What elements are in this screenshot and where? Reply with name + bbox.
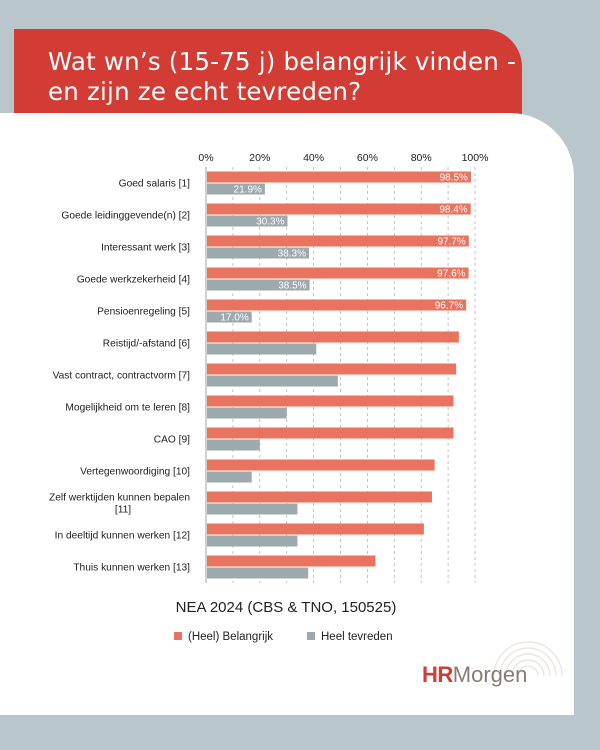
category-label: CAO [9] [154, 435, 190, 446]
data-label: 38.3% [278, 249, 306, 260]
x-tick-label: 40% [303, 152, 324, 164]
category-label: Zelf werktijden kunnen bepalen [49, 493, 190, 504]
bar-tevreden [207, 567, 309, 579]
bar-tevreden [207, 375, 338, 387]
x-tick-label: 0% [198, 152, 213, 164]
bar-tevreden [207, 535, 298, 547]
bar-belangrijk [207, 523, 424, 535]
bar-belangrijk [207, 203, 471, 215]
bar-belangrijk [207, 235, 469, 247]
category-label: Interessant werk [3] [101, 243, 190, 254]
legend-swatch [307, 632, 315, 640]
data-label: 21.9% [234, 185, 262, 196]
data-label: 96.7% [435, 301, 463, 312]
bar-tevreden [207, 471, 252, 483]
legend-swatch [174, 632, 182, 640]
category-label: Thuis kunnen werken [13] [73, 563, 190, 574]
logo-morgen-text: Morgen [452, 662, 528, 687]
data-label: 98.4% [439, 205, 467, 216]
category-label: Pensioenregeling [5] [97, 307, 190, 318]
bar-belangrijk [207, 267, 469, 279]
data-label: 97.6% [437, 269, 465, 280]
legend-label: Heel tevreden [321, 631, 393, 643]
data-label: 17.0% [220, 313, 248, 324]
bar-belangrijk [207, 299, 467, 311]
header-banner: Wat wn’s (15-75 j) belangrijk vinden - e… [14, 29, 522, 125]
category-label: [11] [115, 505, 131, 516]
bar-tevreden [207, 407, 287, 419]
category-label: Reistijd/-afstand [6] [103, 339, 190, 350]
logo-hr-text: HR [422, 662, 453, 687]
bar-belangrijk [207, 427, 454, 439]
data-label: 97.7% [437, 237, 465, 248]
x-tick-label: 60% [357, 152, 378, 164]
category-label: In deeltijd kunnen werken [12] [55, 531, 191, 542]
bar-tevreden [207, 247, 310, 259]
concentric-arcs-icon [493, 641, 563, 677]
data-label: 30.3% [256, 217, 284, 228]
page-title: Wat wn’s (15-75 j) belangrijk vinden - e… [48, 47, 517, 106]
bar-tevreden [207, 503, 298, 515]
bar-tevreden [207, 439, 260, 451]
bar-tevreden [207, 343, 317, 355]
bar-belangrijk [207, 459, 435, 471]
bar-belangrijk [207, 171, 471, 183]
category-label: Goede leidinggevende(n) [2] [61, 211, 190, 222]
bar-tevreden [207, 215, 288, 227]
x-tick-label: 20% [249, 152, 270, 164]
data-label: 98.5% [440, 173, 468, 184]
category-label: Vast contract, contractvorm [7] [53, 371, 191, 382]
bar-belangrijk [207, 395, 454, 407]
category-label: Goede werkzekerheid [4] [77, 275, 190, 286]
category-label: Vertegenwoordiging [10] [80, 467, 190, 478]
bar-tevreden [207, 183, 265, 195]
data-label: 38.5% [278, 281, 306, 292]
bar-belangrijk [207, 331, 459, 343]
bar-tevreden [207, 279, 310, 291]
category-label: Mogelijkheid om te leren [8] [65, 403, 190, 414]
bar-belangrijk [207, 491, 432, 503]
bar-belangrijk [207, 555, 376, 567]
x-tick-label: 100% [462, 152, 489, 164]
chart-caption: NEA 2024 (CBS & TNO, 150525) [176, 599, 397, 616]
bar-belangrijk [207, 363, 457, 375]
bar-tevreden [207, 311, 252, 323]
legend-label: (Heel) Belangrijk [188, 631, 273, 643]
category-label: Goed salaris [1] [119, 179, 191, 190]
x-tick-label: 80% [411, 152, 432, 164]
